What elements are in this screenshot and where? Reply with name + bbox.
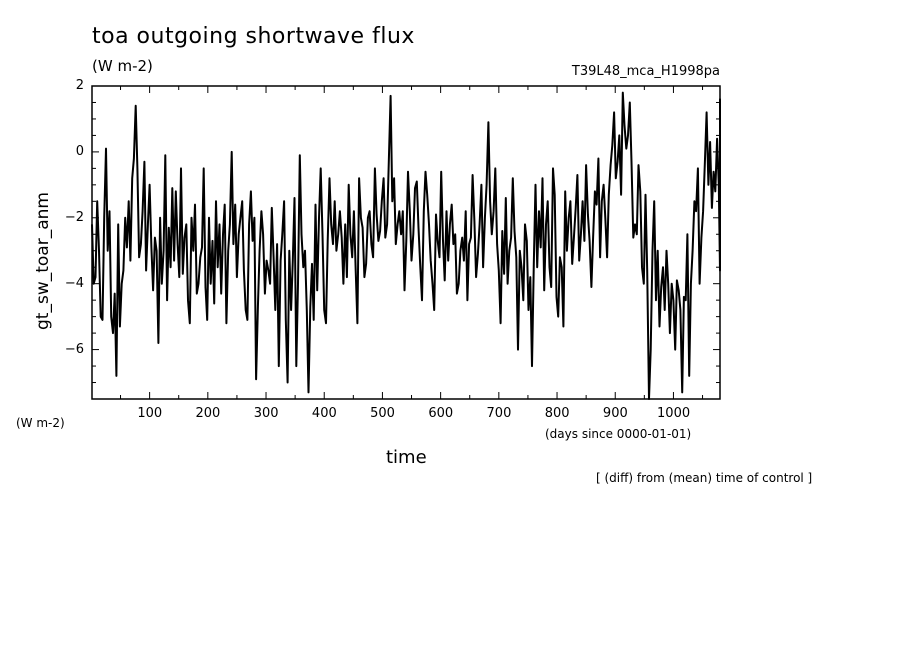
x-tick-label: 1000 bbox=[657, 406, 691, 421]
series-line bbox=[91, 91, 721, 400]
x-tick-label: 600 bbox=[428, 406, 454, 421]
x-axis-title: time bbox=[386, 447, 427, 468]
x-tick-label: 100 bbox=[137, 406, 163, 421]
x-tick-label: 800 bbox=[544, 406, 570, 421]
y-tick-label: −2 bbox=[64, 209, 84, 225]
chart-title: toa outgoing shortwave flux bbox=[92, 24, 415, 49]
x-units-label: (days since 0000-01-01) bbox=[545, 427, 692, 441]
units-label: (W m-2) bbox=[92, 57, 153, 75]
run-name: T39L48_mca_H1998pa bbox=[571, 64, 720, 79]
x-tick-label: 900 bbox=[602, 406, 628, 421]
y-tick-label: −6 bbox=[64, 341, 84, 357]
x-tick-label: 500 bbox=[370, 406, 395, 421]
y-tick-label: 0 bbox=[75, 143, 84, 159]
x-tick-label: 700 bbox=[486, 406, 512, 421]
x-tick-label: 300 bbox=[253, 406, 279, 421]
y-tick-label: 2 bbox=[75, 78, 84, 93]
x-tick-label: 200 bbox=[195, 406, 221, 421]
footnote: [ (diff) from (mean) time of control ] bbox=[596, 471, 813, 485]
plot-frame bbox=[91, 85, 721, 400]
y-axis-title: gt_sw_toar_anm bbox=[33, 192, 53, 330]
y-tick-label: −4 bbox=[64, 275, 84, 291]
left-units-label: (W m-2) bbox=[16, 416, 65, 430]
x-tick-label: 400 bbox=[311, 406, 337, 421]
